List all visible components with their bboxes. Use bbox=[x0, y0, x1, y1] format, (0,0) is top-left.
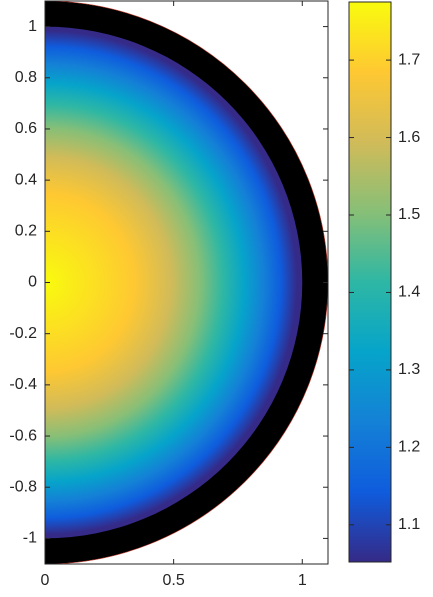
colorbar-tick-label: 1.1 bbox=[398, 516, 420, 533]
y-tick-label: -0.2 bbox=[9, 325, 37, 342]
colorbar-tick-label: 1.5 bbox=[398, 206, 420, 223]
colorbar-tick-label: 1.4 bbox=[398, 284, 420, 301]
x-tick-label: 1 bbox=[298, 572, 307, 589]
y-tick-label: -1 bbox=[23, 530, 37, 547]
colorbar-tick-label: 1.2 bbox=[398, 439, 420, 456]
y-tick-label: 0.2 bbox=[15, 223, 37, 240]
colorbar bbox=[348, 1, 392, 563]
colorbar-tick-label: 1.3 bbox=[398, 361, 420, 378]
y-tick-label: 1 bbox=[28, 18, 37, 35]
y-tick-label: 0.6 bbox=[15, 120, 37, 137]
field-disk bbox=[45, 26, 303, 539]
y-tick-label: 0.8 bbox=[15, 69, 37, 86]
y-tick-label: -0.4 bbox=[9, 376, 37, 393]
field bbox=[45, 1, 328, 564]
y-tick-label: -0.8 bbox=[9, 478, 37, 495]
colorbar-tick-label: 1.7 bbox=[398, 51, 420, 68]
y-tick-label: 0 bbox=[28, 274, 37, 291]
colorbar-tick-label: 1.6 bbox=[398, 129, 420, 146]
x-tick-label: 0.5 bbox=[163, 572, 185, 589]
y-tick-label: 0.4 bbox=[15, 171, 37, 188]
x-tick-label: 0 bbox=[41, 572, 50, 589]
y-tick-label: -0.6 bbox=[9, 427, 37, 444]
